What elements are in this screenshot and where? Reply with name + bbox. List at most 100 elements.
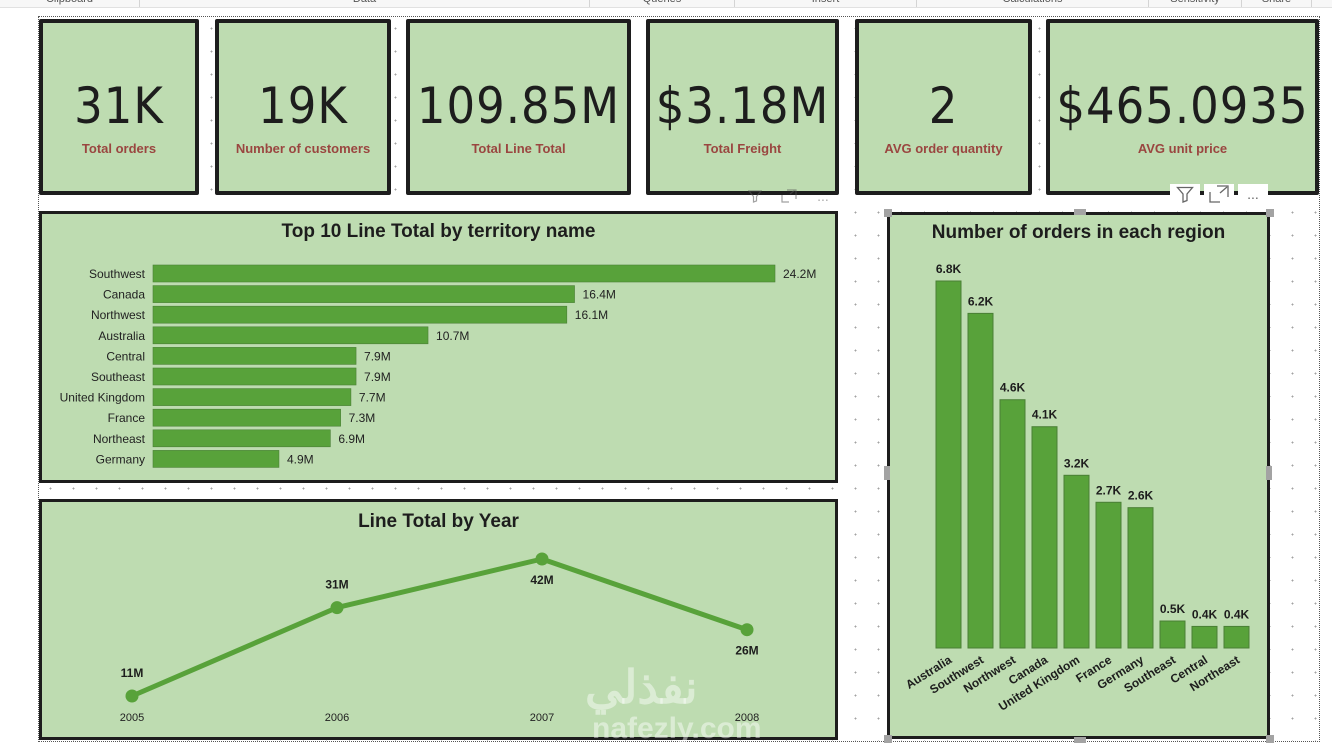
data-label: 16.1M <box>575 308 608 322</box>
category-label: Northwest <box>91 308 146 322</box>
filter-icon[interactable] <box>740 186 770 206</box>
kpi-label: AVG unit price <box>1137 141 1228 156</box>
category-label: Southeast <box>91 370 146 384</box>
data-label: 7.7M <box>359 391 386 405</box>
chart-title: Number of orders in each region <box>931 222 1226 243</box>
category-label: France <box>108 411 146 425</box>
kpi-card-total-orders[interactable]: 31K Total orders <box>39 19 199 195</box>
data-label: 6.2K <box>968 294 994 308</box>
data-label: 7.9M <box>364 370 391 384</box>
resize-handle[interactable] <box>1074 209 1086 215</box>
territory-bar-chart: Southwest 24.2M Canada 16.4M Northwest 16.1M A… <box>60 264 816 468</box>
bar <box>152 264 776 283</box>
kpi-value: $3.18M <box>655 77 830 135</box>
visual-header-territory: ... <box>740 186 838 206</box>
resize-handle[interactable] <box>884 209 892 217</box>
bar <box>152 305 568 324</box>
x-tick-label: 2006 <box>325 712 349 724</box>
ribbon-group-sensitivity[interactable]: Sensitivity <box>1149 0 1242 7</box>
category-label: Germany <box>96 452 145 466</box>
kpi-card-avg-unit-price[interactable]: $465.0935 AVG unit price <box>1046 19 1319 195</box>
category-label: Central <box>106 349 145 363</box>
year-line-chart: 11M 2005 31M 2006 42M 2007 26M 2008 <box>120 552 759 724</box>
kpi-value: 109.85M <box>416 77 621 135</box>
focus-mode-icon[interactable] <box>1204 184 1234 204</box>
kpi-label: AVG order quantity <box>884 141 1003 156</box>
more-options-icon[interactable]: ... <box>1238 184 1268 204</box>
data-point <box>125 689 139 703</box>
bar <box>152 347 357 365</box>
bar <box>152 450 280 468</box>
filter-icon[interactable] <box>1170 184 1200 204</box>
data-point <box>330 601 344 615</box>
bar <box>1159 620 1186 649</box>
more-options-icon[interactable]: ... <box>817 188 829 204</box>
data-label: 6.9M <box>338 432 365 446</box>
data-label: 2.7K <box>1096 483 1122 497</box>
data-label: 0.4K <box>1192 607 1218 621</box>
region-column-chart: 6.8KAustralia6.2KSouthwest4.6KNorthwest4… <box>903 262 1250 714</box>
category-label: United Kingdom <box>60 391 145 405</box>
ribbon-group-clipboard[interactable]: Clipboard <box>0 0 140 7</box>
bar <box>999 399 1026 649</box>
bar <box>152 408 341 427</box>
data-point <box>535 552 549 566</box>
bar <box>152 367 357 386</box>
x-tick-label: 2008 <box>735 712 759 724</box>
data-label: 4.9M <box>287 452 314 466</box>
data-label: 42M <box>530 573 553 587</box>
bar <box>1063 474 1090 649</box>
series-line <box>131 556 748 699</box>
year-line-chart-panel[interactable]: Line Total by Year 11M 2005 31M 2006 42M 2007… <box>39 499 838 740</box>
kpi-card-number-of-customers[interactable]: 19K Number of customers <box>215 19 391 195</box>
kpi-card-total-line-total[interactable]: 109.85M Total Line Total <box>406 19 631 195</box>
data-label: 4.1K <box>1032 408 1058 422</box>
data-label: 0.4K <box>1224 607 1250 621</box>
ribbon-group-data[interactable]: Data <box>140 0 590 7</box>
data-label: 2.6K <box>1128 489 1154 503</box>
data-label: 3.2K <box>1064 456 1090 470</box>
data-label: 6.8K <box>936 262 962 276</box>
focus-mode-icon[interactable] <box>774 186 804 206</box>
bar <box>152 388 352 406</box>
territory-bar-chart-panel[interactable]: Top 10 Line Total by territory name Sout… <box>39 211 838 483</box>
bar <box>935 280 962 649</box>
bar <box>1031 426 1058 649</box>
ribbon-group-insert[interactable]: Insert <box>735 0 917 7</box>
resize-handle[interactable] <box>1266 209 1274 217</box>
kpi-card-total-freight[interactable]: $3.18M Total Freight <box>646 19 839 195</box>
data-label: 26M <box>735 644 758 658</box>
visual-header-region: ... <box>1170 184 1268 204</box>
kpi-value: 2 <box>928 77 959 135</box>
chart-title: Line Total by Year <box>358 511 519 532</box>
kpi-value: 19K <box>258 77 348 135</box>
data-label: 31M <box>325 578 348 592</box>
bar <box>152 285 575 303</box>
category-label: Canada <box>103 288 145 302</box>
x-tick-label: 2007 <box>530 712 554 724</box>
x-tick-label: 2005 <box>120 712 144 724</box>
data-label: 7.9M <box>364 349 391 363</box>
resize-handle[interactable] <box>884 466 890 480</box>
resize-handle[interactable] <box>1266 466 1272 480</box>
bar <box>967 312 994 649</box>
resize-handle[interactable] <box>884 735 892 743</box>
kpi-label: Total Line Total <box>471 141 566 156</box>
data-label: 24.2M <box>783 267 816 281</box>
ribbon-group-share[interactable]: Share <box>1242 0 1312 7</box>
resize-handle[interactable] <box>1266 735 1274 743</box>
resize-handle[interactable] <box>1074 737 1086 743</box>
bar <box>1095 501 1122 649</box>
region-column-chart-panel[interactable]: Number of orders in each region 6.8K Aust… <box>887 212 1270 739</box>
bar <box>1191 625 1218 649</box>
kpi-label: Number of customers <box>235 141 371 156</box>
data-label: 16.4M <box>583 288 616 302</box>
kpi-value: $465.0935 <box>1056 77 1309 135</box>
bar <box>1127 507 1154 649</box>
ribbon-group-calculations[interactable]: Calculations <box>917 0 1149 7</box>
ribbon-group-queries[interactable]: Queries <box>590 0 735 7</box>
bar <box>152 326 429 345</box>
category-label: Australia <box>98 329 145 343</box>
kpi-card-avg-order-quantity[interactable]: 2 AVG order quantity <box>855 19 1032 195</box>
kpi-label: Total Freight <box>703 141 782 156</box>
